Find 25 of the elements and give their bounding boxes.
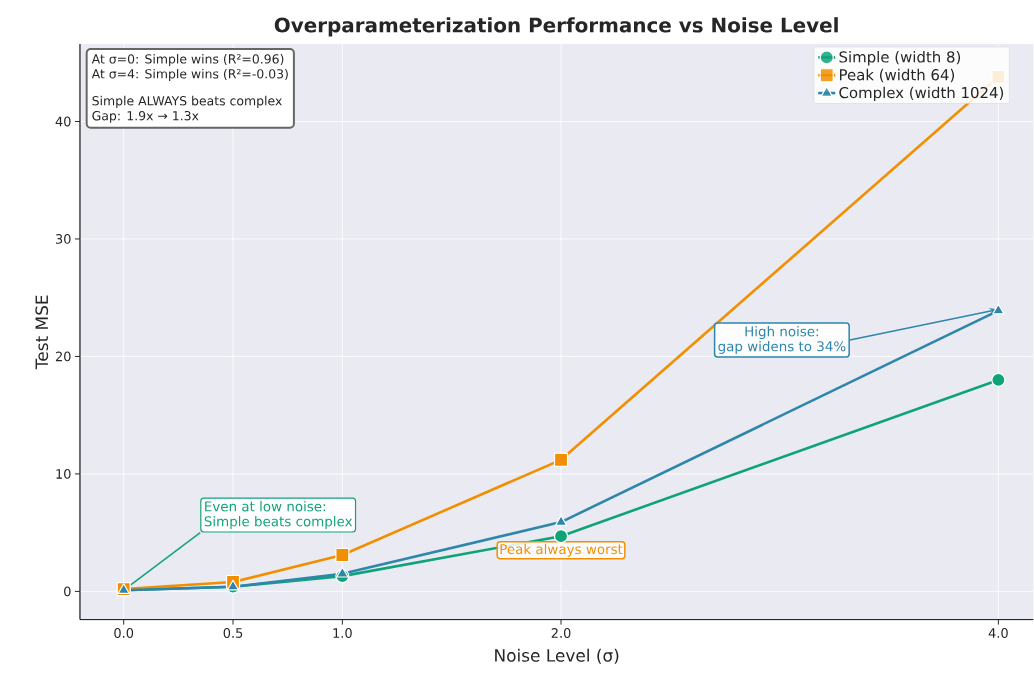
y-tick-label: 0	[64, 586, 71, 597]
x-axis-title: Noise Level (σ)	[495, 648, 619, 665]
x-tick-label: 4.0	[988, 628, 1008, 639]
annotation: gap widens to 34%	[718, 341, 846, 355]
legend-label: Peak (width 64)	[839, 69, 955, 83]
annotation: Simple ALWAYS beats complex	[92, 96, 282, 109]
annotation: At σ=4: Simple wins (R²=-0.03)	[91, 69, 288, 82]
annotation: Peak always worst	[500, 543, 623, 557]
annotation: Even at low noise:	[205, 501, 326, 512]
x-tick-label: 1.0	[333, 628, 352, 639]
chart-title: Overparameterization Performance vs Noise Level	[274, 17, 838, 37]
annotation: Simple beats complex	[204, 516, 353, 530]
x-tick-label: 0.0	[114, 628, 134, 639]
x-tick-label: 0.5	[223, 628, 243, 639]
y-tick-label: 10	[56, 469, 71, 480]
y-tick-label: 20	[55, 351, 71, 362]
y-axis-title: Test MSE	[35, 295, 49, 370]
legend-label: Complex (width 1024)	[839, 86, 1004, 102]
x-tick-label: 2.0	[551, 628, 571, 639]
annotation: At σ=0: Simple wins (R²=0.96)	[91, 54, 284, 67]
y-tick-label: 40	[55, 116, 71, 127]
legend-label: Simple (width 8)	[839, 51, 961, 66]
annotation: High noise:	[745, 326, 819, 340]
y-tick-label: 30	[55, 234, 71, 245]
annotation: Gap: 1.9x → 1.3x	[92, 111, 199, 124]
